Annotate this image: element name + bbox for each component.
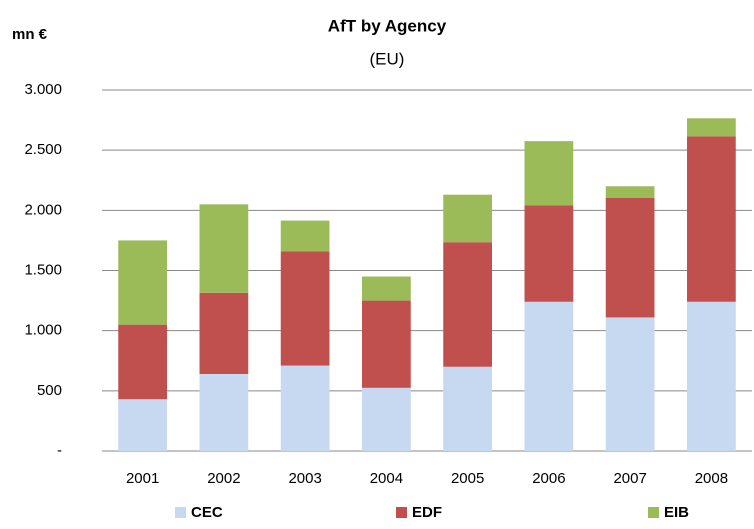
y-tick-label: 1.000 — [24, 322, 62, 339]
bar-segment — [687, 301, 736, 451]
bar-segment — [362, 276, 411, 301]
bar-segment — [605, 317, 655, 451]
bar-segment — [280, 365, 330, 451]
bar-segment — [605, 186, 655, 198]
legend-swatch — [648, 507, 659, 518]
bar-segment — [280, 251, 330, 366]
legend-label: EDF — [412, 504, 442, 521]
bar-segment — [118, 399, 167, 451]
bar-segment — [443, 242, 492, 367]
bar-segment — [687, 118, 736, 137]
bar-segment — [605, 197, 655, 318]
legend-swatch — [175, 507, 186, 518]
chart-subtitle: (EU) — [370, 49, 405, 68]
x-tick-label: 2005 — [451, 470, 484, 487]
bar-segment — [118, 240, 167, 325]
legend-label: EIB — [664, 504, 689, 521]
x-tick-label: 2008 — [695, 470, 728, 487]
bar-segment — [524, 301, 574, 451]
bar-segment — [524, 141, 574, 206]
bar-segment — [199, 373, 249, 451]
bar-segment — [362, 300, 411, 388]
y-tick-label: - — [57, 442, 62, 459]
legend-label: CEC — [191, 504, 223, 521]
bar-segment — [199, 292, 249, 374]
y-tick-label: 3.000 — [24, 81, 62, 98]
y-tick-label: 2.000 — [24, 201, 62, 218]
x-tick-label: 2001 — [126, 470, 159, 487]
y-tick-label: 2.500 — [24, 141, 62, 158]
x-tick-label: 2007 — [613, 470, 646, 487]
x-tick-label: 2004 — [370, 470, 403, 487]
y-tick-label: 500 — [37, 382, 62, 399]
bar-segment — [280, 220, 330, 252]
bar-segment — [362, 387, 411, 451]
chart-title: AfT by Agency — [328, 16, 447, 35]
legend-swatch — [396, 507, 407, 518]
bar-segment — [199, 204, 249, 293]
x-tick-label: 2006 — [532, 470, 565, 487]
x-tick-label: 2002 — [207, 470, 240, 487]
y-tick-label: 1.500 — [24, 261, 62, 278]
y-axis-label: mn € — [12, 26, 48, 43]
bar-segment — [443, 366, 492, 451]
bar-segment — [524, 205, 574, 302]
x-tick-label: 2003 — [288, 470, 321, 487]
bar-segment — [118, 324, 167, 400]
bar-segment — [443, 194, 492, 243]
bar-segment — [687, 136, 736, 302]
